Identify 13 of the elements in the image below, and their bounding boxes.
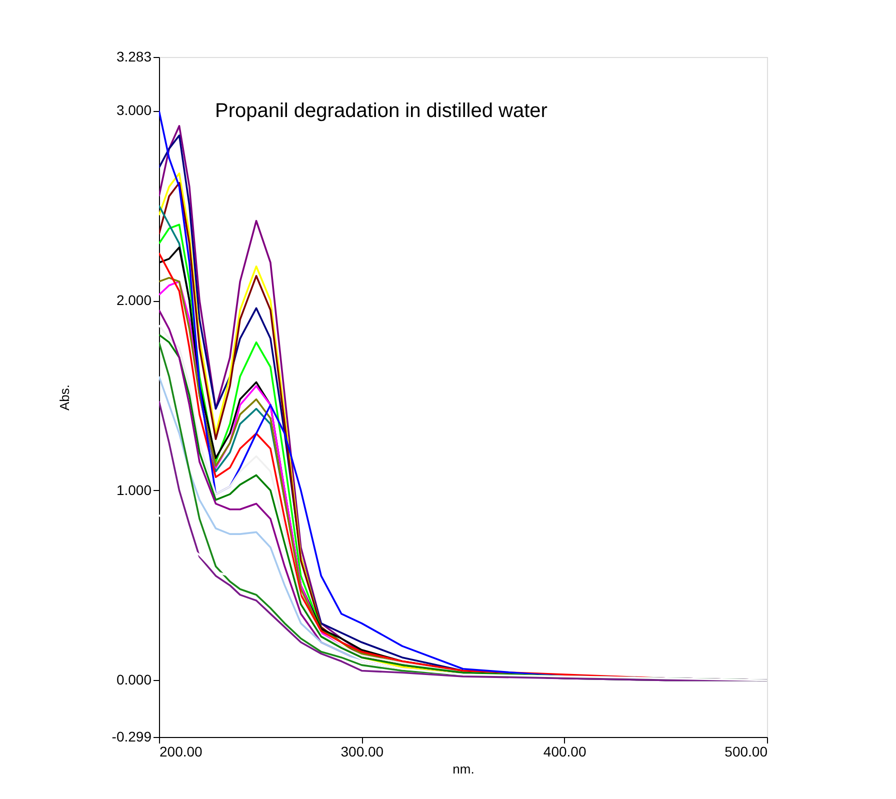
text: Propanil degradation in distilled water <box>215 100 548 122</box>
y-tick-label: 2.000 <box>116 292 152 308</box>
y-tick-label: 1.000 <box>116 482 152 498</box>
x-axis-title: nm. <box>452 762 474 776</box>
y-tick-label: 3.000 <box>116 102 152 118</box>
x-tick-label: 400.00 <box>543 744 586 760</box>
x-tick-label: 500.00 <box>724 744 768 760</box>
x-tick-label: 300.00 <box>340 744 384 760</box>
y-tick-label: 0.000 <box>116 672 152 688</box>
y-tick-label: -0.299 <box>112 728 152 744</box>
x-tick-label: 200.00 <box>160 744 203 760</box>
y-axis-title: Abs. <box>56 384 72 411</box>
y-tick-label: 3.283 <box>116 48 152 64</box>
